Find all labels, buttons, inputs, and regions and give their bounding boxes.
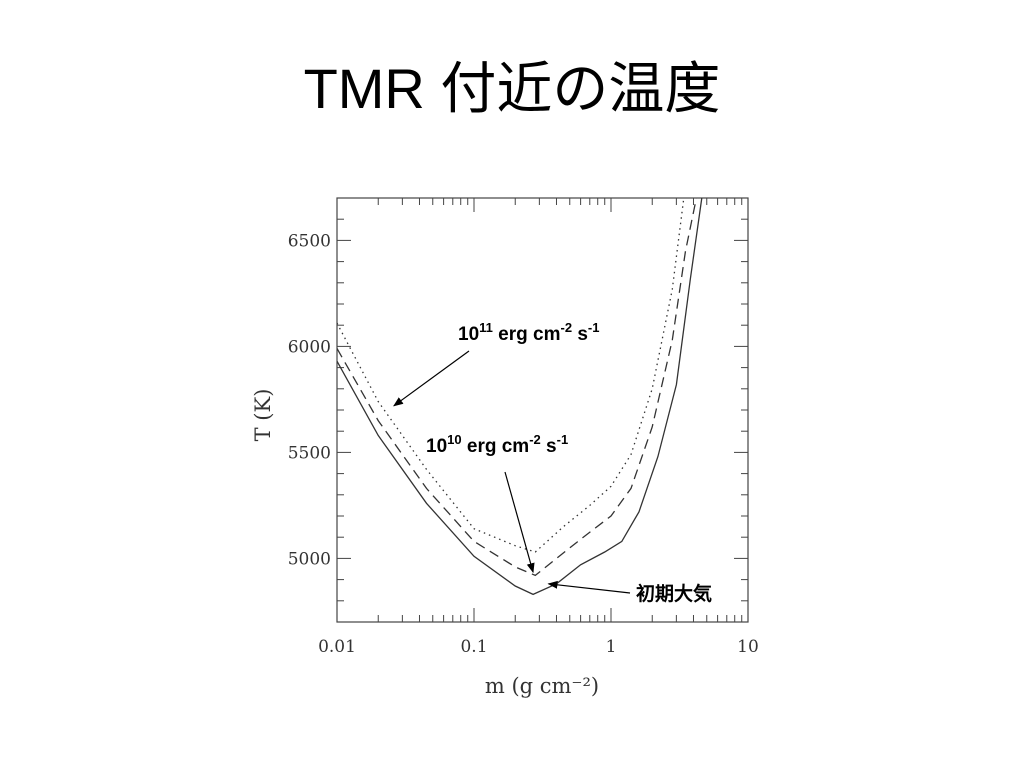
- annotation-flux-1e10: 1010 erg cm-2 s-1: [426, 432, 568, 457]
- annotation-flux-1e11-exp2: -2: [560, 320, 572, 335]
- annotation-flux-1e10-exp3: -1: [557, 432, 569, 447]
- annotation-flux-1e11-exp3: -1: [588, 320, 600, 335]
- plot-frame: [336, 197, 749, 623]
- series-lines: [337, 198, 703, 596]
- series-line-dotted: [337, 198, 685, 553]
- x-tick-label: 0.01: [318, 637, 356, 657]
- y-tick-label: 5000: [288, 549, 331, 569]
- annotation-flux-1e10-unit: erg cm: [462, 436, 530, 457]
- x-tick-label: 1: [606, 637, 617, 657]
- x-axis-ticks: [336, 198, 749, 622]
- annotation-initial-atmosphere: 初期大気: [636, 582, 712, 605]
- x-tick-label: 10: [737, 637, 759, 657]
- annotation-flux-1e11-base: 10: [458, 324, 479, 345]
- slide-title: TMR 付近の温度: [303, 57, 721, 120]
- series-line-dashed: [337, 198, 698, 577]
- y-tick-label: 6000: [288, 337, 331, 357]
- annotation-flux-1e11-exp: 11: [479, 320, 493, 335]
- y-axis-ticks: [337, 197, 748, 623]
- annotation-flux-1e10-unit2: s: [541, 436, 557, 457]
- annotation-flux-1e10-exp: 10: [447, 432, 461, 447]
- x-axis-tick-labels: 0.01 0.1 1 10: [318, 637, 759, 657]
- y-tick-label: 5500: [288, 443, 331, 463]
- annotation-arrow-1e10: [504, 471, 535, 574]
- annotation-flux-1e10-base: 10: [426, 436, 447, 457]
- series-line-solid: [337, 198, 703, 596]
- y-axis-tick-labels: 5000 5500 6000 6500: [288, 231, 331, 569]
- x-tick-label: 0.1: [460, 637, 487, 657]
- y-axis-label: T (K): [251, 389, 275, 442]
- x-axis-label: m (g cm⁻²): [485, 674, 599, 698]
- annotation-flux-1e11-unit: erg cm: [493, 324, 561, 345]
- annotation-flux-1e11: 1011 erg cm-2 s-1: [458, 320, 599, 345]
- annotation-arrow-initial-atmosphere: [547, 580, 631, 594]
- annotation-arrow-1e11: [393, 350, 470, 407]
- y-tick-label: 6500: [288, 231, 331, 251]
- annotation-flux-1e10-exp2: -2: [529, 432, 541, 447]
- annotation-flux-1e11-unit2: s: [572, 324, 588, 345]
